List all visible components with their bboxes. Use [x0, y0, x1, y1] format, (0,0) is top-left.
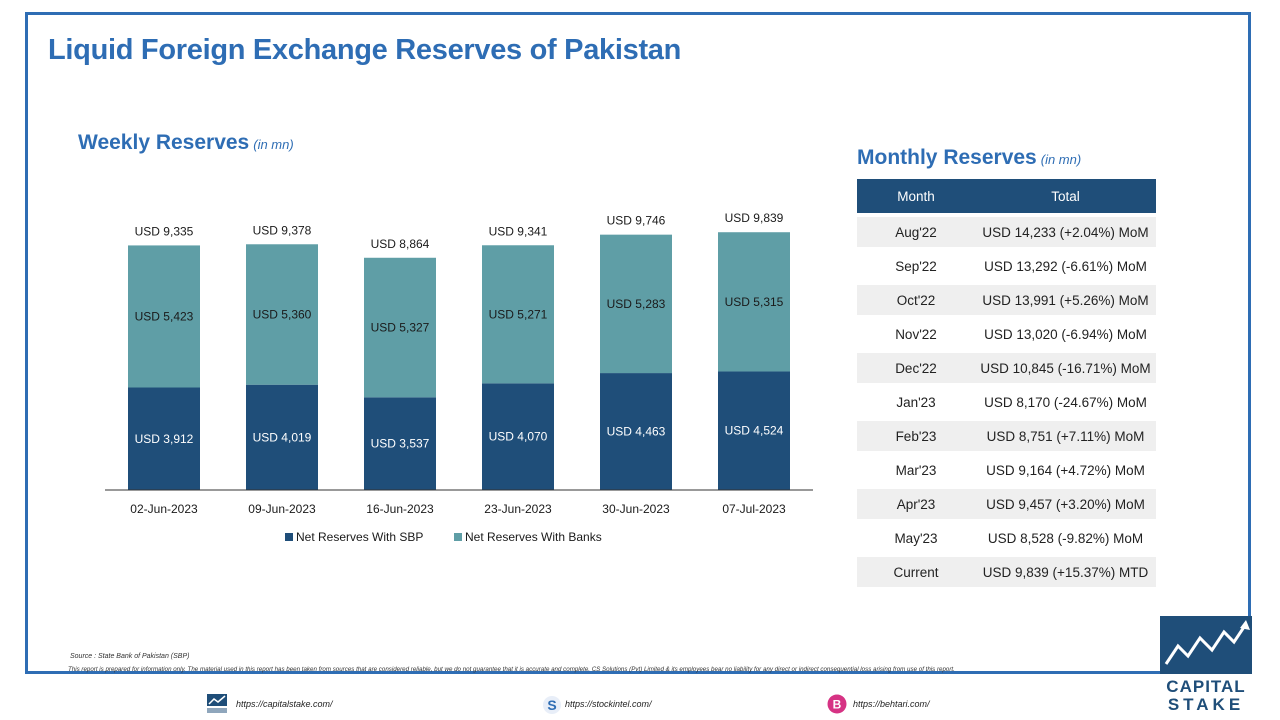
month-cell: Nov'22: [857, 315, 975, 351]
month-cell: May'23: [857, 519, 975, 555]
total-cell: USD 13,991 (+5.26%) MoM: [975, 281, 1156, 317]
total-cell: USD 9,164 (+4.72%) MoM: [975, 451, 1156, 487]
monthly-table-body: Aug'22 USD 14,233 (+2.04%) MoM Sep'22 USD 1…: [857, 213, 1156, 587]
stockintel-link[interactable]: https://stockintel.com/: [565, 699, 652, 709]
total-cell: USD 8,751 (+7.11%) MoM: [975, 417, 1156, 453]
data-label-total: USD 9,378: [253, 223, 312, 237]
month-cell: Dec'22: [857, 349, 975, 385]
bar-sbp: [482, 383, 554, 490]
behtari-link[interactable]: https://behtari.com/: [853, 699, 930, 709]
bar-banks: [718, 232, 790, 372]
month-cell: Jan'23: [857, 383, 975, 419]
table-row: Sep'22 USD 13,292 (-6.61%) MoM: [857, 247, 1156, 283]
table-row: Dec'22 USD 10,845 (-16.71%) MoM: [857, 349, 1156, 385]
total-cell: USD 8,170 (-24.67%) MoM: [975, 383, 1156, 419]
data-label-sbp: USD 4,463: [607, 425, 666, 439]
bar-banks: [246, 244, 318, 385]
data-label-sbp: USD 4,019: [253, 430, 312, 444]
month-cell: Oct'22: [857, 281, 975, 317]
x-tick-label: 09-Jun-2023: [248, 502, 316, 516]
data-label-total: USD 9,335: [135, 224, 194, 238]
bar-sbp: [246, 384, 318, 490]
legend-swatch: [454, 533, 462, 541]
monthly-reserves-table: Month Total Aug'22 USD 14,233 (+2.04%) Mo…: [857, 179, 1156, 587]
data-label-banks: USD 5,327: [371, 321, 430, 335]
bar-sbp: [364, 397, 436, 490]
weekly-unit: (in mn): [253, 137, 294, 152]
weekly-reserves-title: Weekly Reserves (in mn): [78, 131, 294, 155]
data-label-banks: USD 5,360: [253, 307, 312, 321]
weekly-reserves-chart: USD 3,912 USD 5,423 USD 9,335 02-Jun-2023 US…: [105, 211, 813, 544]
table-row: Nov'22 USD 13,020 (-6.94%) MoM: [857, 315, 1156, 351]
page-title: Liquid Foreign Exchange Reserves of Paki…: [48, 34, 682, 66]
data-label-banks: USD 5,423: [135, 309, 194, 323]
legend-label: Net Reserves With SBP: [296, 530, 423, 544]
bar-banks: [600, 234, 672, 374]
total-cell: USD 9,457 (+3.20%) MoM: [975, 485, 1156, 521]
data-label-sbp: USD 4,070: [489, 430, 548, 444]
bar-sbp: [128, 387, 200, 490]
capitalstake-link[interactable]: https://capitalstake.com/: [236, 699, 333, 709]
bar-sbp: [718, 371, 790, 490]
month-cell: Mar'23: [857, 451, 975, 487]
data-label-sbp: USD 3,537: [371, 437, 430, 451]
data-label-sbp: USD 3,912: [135, 432, 194, 446]
x-tick-label: 16-Jun-2023: [366, 502, 434, 516]
data-label-total: USD 9,746: [607, 214, 666, 228]
month-cell: Sep'22: [857, 247, 975, 283]
header-total: Total: [975, 179, 1156, 215]
capital-stake-logo: CAPITAL STAKE: [1160, 616, 1252, 714]
month-cell: Aug'22: [857, 213, 975, 249]
total-cell: USD 8,528 (-9.82%) MoM: [975, 519, 1156, 555]
legend-label: Net Reserves With Banks: [465, 530, 602, 544]
bar-banks: [128, 245, 200, 388]
data-label-total: USD 9,341: [489, 224, 548, 238]
month-cell: Feb'23: [857, 417, 975, 453]
weekly-title-text: Weekly Reserves: [78, 131, 250, 154]
x-tick-label: 02-Jun-2023: [130, 502, 198, 516]
x-tick-label: 30-Jun-2023: [602, 502, 670, 516]
total-cell: USD 14,233 (+2.04%) MoM: [975, 213, 1156, 249]
data-label-total: USD 9,839: [725, 211, 784, 225]
data-label-sbp: USD 4,524: [725, 424, 784, 438]
svg-text:S: S: [547, 697, 556, 713]
total-cell: USD 13,292 (-6.61%) MoM: [975, 247, 1156, 283]
monthly-reserves-title: Monthly Reserves (in mn): [857, 146, 1081, 170]
monthly-title-text: Monthly Reserves: [857, 146, 1037, 169]
data-label-banks: USD 5,315: [725, 295, 784, 309]
table-row: Mar'23 USD 9,164 (+4.72%) MoM: [857, 451, 1156, 487]
svg-text:STAKE: STAKE: [1168, 695, 1244, 712]
source-note: Source : State Bank of Pakistan (SBP): [70, 653, 190, 660]
capitalstake-footer-icon: [207, 694, 227, 713]
table-header-row: Month Total: [857, 179, 1156, 215]
bar-sbp: [600, 373, 672, 490]
stockintel-footer-icon: S: [543, 696, 561, 714]
total-cell: USD 9,839 (+15.37%) MTD: [975, 553, 1156, 587]
table-row: Current USD 9,839 (+15.37%) MTD: [857, 553, 1156, 587]
x-tick-label: 07-Jul-2023: [722, 502, 786, 516]
table-row: May'23 USD 8,528 (-9.82%) MoM: [857, 519, 1156, 555]
monthly-unit: (in mn): [1040, 152, 1082, 167]
table-row: Oct'22 USD 13,991 (+5.26%) MoM: [857, 281, 1156, 317]
table-row: Aug'22 USD 14,233 (+2.04%) MoM: [857, 213, 1156, 249]
total-cell: USD 13,020 (-6.94%) MoM: [975, 315, 1156, 351]
data-label-banks: USD 5,283: [607, 297, 666, 311]
bar-banks: [364, 257, 436, 398]
bar-banks: [482, 245, 554, 384]
month-cell: Apr'23: [857, 485, 975, 521]
behtari-footer-icon: B: [827, 694, 847, 714]
table-row: Feb'23 USD 8,751 (+7.11%) MoM: [857, 417, 1156, 453]
disclaimer: This report is prepared for information …: [68, 666, 955, 673]
table-row: Jan'23 USD 8,170 (-24.67%) MoM: [857, 383, 1156, 419]
month-cell: Current: [857, 553, 975, 587]
table-row: Apr'23 USD 9,457 (+3.20%) MoM: [857, 485, 1156, 521]
x-tick-label: 23-Jun-2023: [484, 502, 552, 516]
svg-text:B: B: [833, 698, 842, 712]
data-label-banks: USD 5,271: [489, 307, 548, 321]
legend-swatch: [285, 533, 293, 541]
total-cell: USD 10,845 (-16.71%) MoM: [975, 349, 1156, 385]
header-month: Month: [857, 179, 975, 215]
svg-text:CAPITAL: CAPITAL: [1166, 677, 1245, 696]
data-label-total: USD 8,864: [371, 237, 430, 251]
